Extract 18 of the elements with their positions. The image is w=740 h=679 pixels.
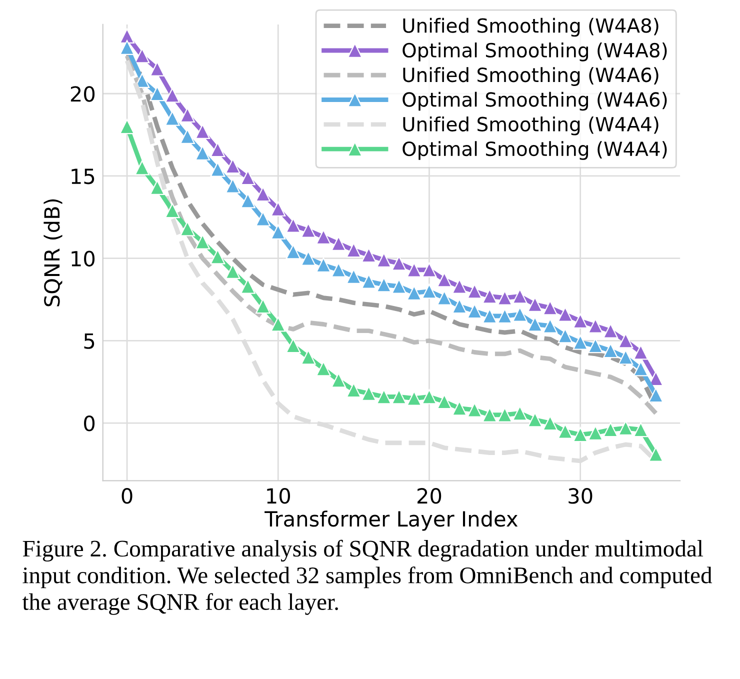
x-tick-label: 10 [267, 488, 290, 504]
x-tick-label: 30 [568, 488, 592, 504]
x-tick-label: 0 [122, 488, 132, 504]
caption: Figure 2. Comparative analysis of SQNR degradation under multimodal input condition. We selected 32 samples from OmniBench and computed the average SQNR for each layer. [22, 540, 712, 615]
legend-label: Optimal Smoothing (W4A4) [402, 141, 667, 160]
legend-label: Unified Smoothing (W4A8) [403, 18, 658, 37]
y-axis-title: SQNR (dB) [44, 199, 62, 306]
y-tick-label: 15 [72, 168, 94, 184]
legend-label: Unified Smoothing (W4A4) [403, 116, 658, 136]
legend-label: Unified Smoothing (W4A6) [403, 67, 658, 86]
x-axis-title: Transformer Layer Index [264, 510, 518, 531]
y-tick-label: 0 [84, 416, 95, 432]
legend-label: Optimal Smoothing (W4A8) [402, 42, 667, 62]
y-tick-label: 20 [70, 86, 95, 102]
y-tick-label: 10 [72, 250, 95, 267]
legend-label: Optimal Smoothing (W4A6) [402, 92, 667, 111]
y-tick-label: 5 [84, 333, 94, 349]
x-tick-label: 20 [418, 488, 442, 504]
